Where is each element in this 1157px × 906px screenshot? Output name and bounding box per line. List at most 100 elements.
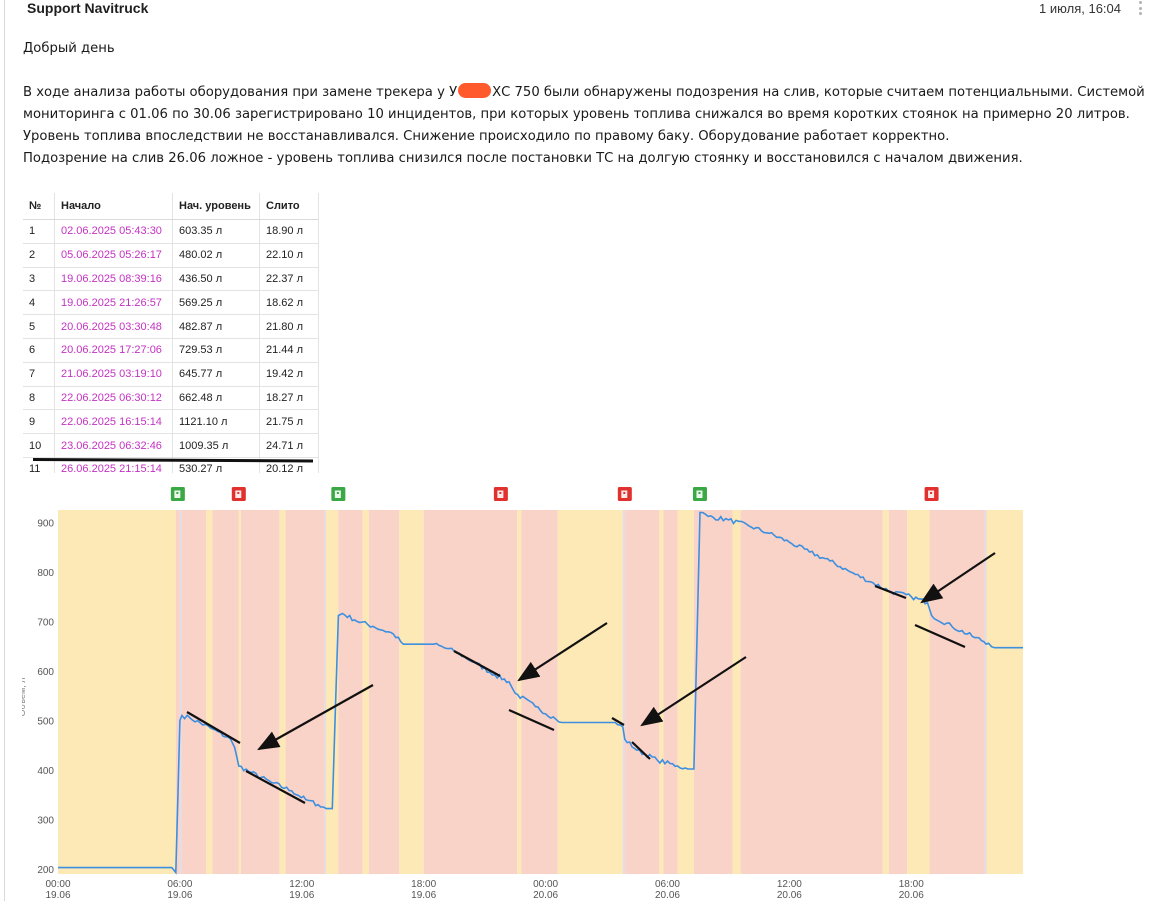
y-tick-label: 500 <box>37 716 54 727</box>
table-row: 2 05.06.2025 05:26:17 480.02 л 22.10 л <box>23 243 319 268</box>
annotation-arrow <box>920 552 996 604</box>
cell-drained: 19.42 л <box>259 362 319 387</box>
paragraph-analysis-start: В ходе анализа работы оборудования при з… <box>23 85 458 100</box>
greeting: Добрый день <box>23 41 115 56</box>
cell-num: 11 <box>23 457 55 473</box>
cell-level: 569.25 л <box>172 290 260 316</box>
band-driving <box>907 510 930 874</box>
cell-start: 02.06.2025 05:43:30 <box>54 219 173 244</box>
band-driving <box>557 510 623 874</box>
annotation-marker-line <box>631 741 651 760</box>
message-body: Добрый день В ходе анализа работы оборуд… <box>23 38 1148 170</box>
cell-drained: 21.75 л <box>259 409 319 435</box>
x-tick-time: 06:00 <box>655 879 680 890</box>
cell-num: 8 <box>23 386 55 411</box>
cell-level: 480.02 л <box>172 243 260 268</box>
band-separator <box>622 510 625 874</box>
annotation-marker-line <box>453 650 501 677</box>
cell-drained: 21.80 л <box>259 314 319 339</box>
y-tick-label: 400 <box>37 766 54 777</box>
x-tick-date: 19.06 <box>45 890 70 901</box>
table-row: 6 20.06.2025 17:27:06 729.53 л 21.44 л <box>23 338 319 363</box>
x-tick-date: 19.06 <box>411 890 436 901</box>
annotation-marker-line <box>611 717 625 726</box>
cell-num: 10 <box>23 433 55 458</box>
table-row: 8 22.06.2025 06:30:12 662.48 л 18.27 л <box>23 386 319 411</box>
x-tick-time: 18:00 <box>411 879 436 890</box>
band-stop <box>368 510 400 874</box>
band-driving <box>279 510 286 874</box>
band-stop <box>663 510 678 874</box>
band-stop <box>888 510 908 874</box>
x-tick-time: 00:00 <box>45 879 70 890</box>
cell-drained: 21.44 л <box>259 338 319 363</box>
y-tick-label: 300 <box>37 816 54 827</box>
cell-start: 20.06.2025 03:30:48 <box>54 314 173 339</box>
band-separator <box>179 510 182 874</box>
y-tick-label: 600 <box>37 667 54 678</box>
annotation-marker-line <box>874 584 907 600</box>
cell-num: 6 <box>23 338 55 363</box>
x-tick-date: 20.06 <box>777 890 802 901</box>
band-driving <box>659 510 664 874</box>
table-row: 9 22.06.2025 16:15:14 1121.10 л 21.75 л <box>23 409 319 435</box>
band-driving <box>882 510 889 874</box>
event-icon-glyph <box>174 490 181 498</box>
cell-level: 1009.35 л <box>172 433 260 458</box>
cell-level: 645.77 л <box>172 362 260 387</box>
sender-name: Support Navitruck <box>27 0 149 16</box>
cell-level: 662.48 л <box>172 386 260 411</box>
cell-start: 23.06.2025 06:32:46 <box>54 433 173 458</box>
cell-num: 3 <box>23 267 55 292</box>
x-tick-time: 12:00 <box>777 879 802 890</box>
band-stop <box>285 510 325 874</box>
cell-start: 19.06.2025 08:39:16 <box>54 267 173 292</box>
band-stop <box>693 510 733 874</box>
incident-table: № Начало Нач. уровень Слито 1 02.06.2025 … <box>23 193 319 473</box>
band-driving <box>517 510 522 874</box>
cell-drained: 22.10 л <box>259 243 319 268</box>
col-header-start: Начало <box>54 193 173 220</box>
annotation-marker-line <box>914 623 966 649</box>
band-stop <box>929 510 987 874</box>
cell-drained: 18.62 л <box>259 290 319 316</box>
cell-start: 22.06.2025 06:30:12 <box>54 386 173 411</box>
x-tick-date: 19.06 <box>289 890 314 901</box>
event-icon-glyph <box>334 490 341 498</box>
cell-num: 5 <box>23 314 55 339</box>
paragraph-analysis-end: ХС 750 были обнаружены подозрения на сли… <box>23 85 1145 144</box>
cell-num: 4 <box>23 290 55 316</box>
cell-start: 22.06.2025 16:15:14 <box>54 409 173 435</box>
more-options-icon[interactable] <box>1139 1 1143 15</box>
annotation-marker-line <box>508 708 555 732</box>
cell-start: 21.06.2025 03:19:10 <box>54 362 173 387</box>
band-separator <box>324 510 327 874</box>
cell-drained: 18.27 л <box>259 386 319 411</box>
event-icon-glyph <box>930 492 933 494</box>
band-driving <box>238 510 241 874</box>
event-icon-glyph <box>235 490 242 498</box>
x-tick-date: 20.06 <box>655 890 680 901</box>
cell-start: 05.06.2025 05:26:17 <box>54 243 173 268</box>
cell-num: 2 <box>23 243 55 268</box>
annotation-arrow <box>257 684 374 751</box>
cell-start: 20.06.2025 17:27:06 <box>54 338 173 363</box>
left-border <box>4 0 5 901</box>
incident-table-image: № Начало Нач. уровень Слито 1 02.06.2025 … <box>23 193 323 473</box>
band-driving <box>986 510 1023 874</box>
band-stop <box>240 510 280 874</box>
band-stop <box>626 510 660 874</box>
col-header-drained: Слито <box>259 193 319 220</box>
event-icon-glyph <box>698 492 701 494</box>
table-row: 10 23.06.2025 06:32:46 1009.35 л 24.71 л <box>23 433 319 458</box>
x-tick-date: 19.06 <box>167 890 192 901</box>
cell-num: 9 <box>23 409 55 435</box>
annotation-marker-line <box>245 770 306 804</box>
cell-drained: 24.71 л <box>259 433 319 458</box>
band-stop <box>622 510 627 874</box>
event-icon-glyph <box>237 492 240 494</box>
cell-level: 729.53 л <box>172 338 260 363</box>
col-header-num: № <box>23 193 55 220</box>
annotation-arrow <box>517 622 608 682</box>
